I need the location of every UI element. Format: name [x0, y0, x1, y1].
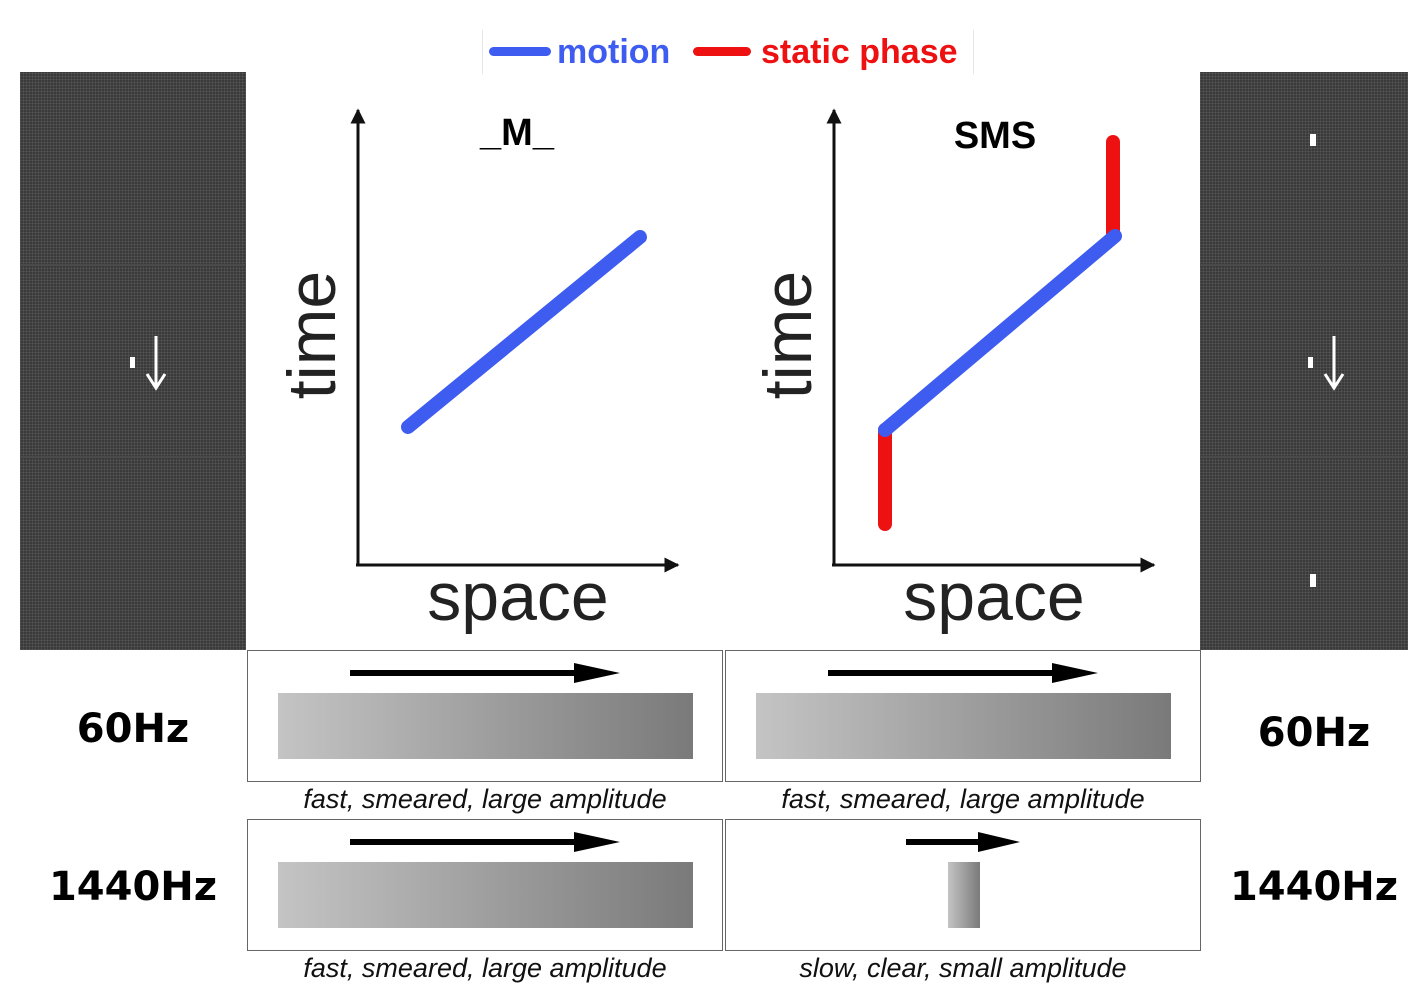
caption-1440hz-motion: fast, smeared, large amplitude: [303, 953, 667, 983]
smear-bar: [756, 693, 1171, 759]
motion-trace: [878, 229, 1122, 437]
down-arrow-icon: [145, 336, 167, 391]
time-axis-label: time: [274, 271, 350, 399]
smear-bar: [278, 862, 693, 928]
time-axis-label: time: [750, 271, 826, 399]
sms-diagram: SMS time space: [750, 108, 1156, 635]
right-stimulus-panel: [1200, 72, 1408, 650]
right-arrow-icon: [350, 663, 620, 683]
space-time-diagrams: _M_ time space SMS time space: [274, 108, 1156, 635]
right-arrow-icon: [906, 832, 1020, 852]
plot-title: SMS: [954, 115, 1036, 157]
stimulus-cell-1440hz-motion: [247, 819, 723, 951]
motion-legend-label: motion: [557, 33, 671, 71]
clear-bar: [948, 862, 980, 928]
dot-marker: [1310, 574, 1316, 587]
caption-60hz-motion: fast, smeared, large amplitude: [303, 784, 667, 814]
row-1440hz-right-label: 1440Hz: [1229, 864, 1399, 910]
space-axis-label: space: [903, 559, 1084, 635]
left-stimulus-panel: [20, 72, 246, 650]
static-legend-label: static phase: [761, 33, 958, 71]
dot-marker: [1308, 357, 1313, 368]
motion-diagram: _M_ time space: [274, 108, 680, 635]
space-axis-label: space: [427, 559, 608, 635]
stimulus-cell-1440hz-sms: [725, 819, 1201, 951]
smear-bar: [278, 693, 693, 759]
caption-1440hz-sms: slow, clear, small amplitude: [799, 953, 1127, 983]
stimulus-cell-60hz-sms: [725, 650, 1201, 782]
right-arrow-icon: [828, 663, 1098, 683]
plot-title: _M_: [479, 112, 555, 154]
row-60hz-left-label: 60Hz: [76, 706, 190, 752]
motion-trace: [401, 230, 647, 434]
dot-marker: [130, 357, 135, 368]
dot-marker: [1310, 134, 1316, 146]
down-arrow-icon: [1323, 336, 1345, 391]
row-60hz-right-label: 60Hz: [1257, 710, 1371, 756]
stimulus-cell-60hz-motion: [247, 650, 723, 782]
static-legend-swatch: [693, 47, 751, 56]
row-1440hz-left-label: 1440Hz: [48, 864, 218, 910]
caption-60hz-sms: fast, smeared, large amplitude: [781, 784, 1145, 814]
legend: motion static phase: [482, 30, 974, 74]
right-arrow-icon: [350, 832, 620, 852]
motion-legend-swatch: [489, 47, 551, 56]
